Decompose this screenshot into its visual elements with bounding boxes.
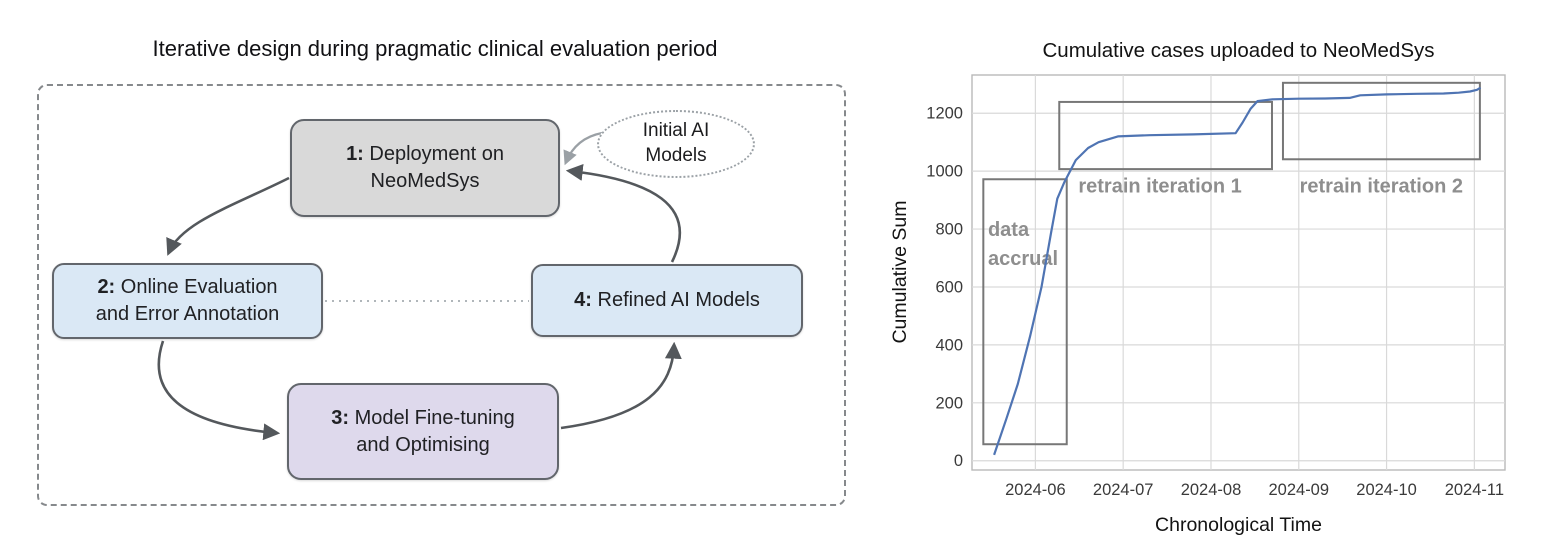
box2-line2: and Error Annotation <box>95 303 280 325</box>
arrow-step1-to-step2 <box>166 176 290 256</box>
box4-line1: Refined AI Models <box>591 289 760 311</box>
y-axis-label: Cumulative Sum <box>889 200 911 343</box>
retrain-iteration-2-box <box>1281 81 1481 161</box>
y-tick-label: 600 <box>935 278 963 296</box>
arrow-initial-models-to-step1 <box>563 131 603 166</box>
diagram-box-fine-tuning: 3: Model Fine-tuning and Optimising <box>287 383 559 480</box>
diagram-box-online-evaluation: 2: Online Evaluation and Error Annotatio… <box>52 263 323 339</box>
arrow-step4-to-step1 <box>565 164 682 263</box>
arrow-step2-to-step3 <box>157 340 281 441</box>
box2-number: 2: <box>97 276 116 298</box>
arrow-step3-to-step4 <box>560 341 682 430</box>
box1-line1: Deployment on <box>363 143 504 165</box>
chart-title: Cumulative cases uploaded to NeoMedSys <box>1043 39 1435 62</box>
x-tick-label: 2024-09 <box>1268 481 1329 499</box>
data-accrual-label-1: data <box>988 219 1030 241</box>
x-axis-label: Chronological Time <box>1155 514 1322 536</box>
box2-line1: Online Evaluation <box>115 276 278 298</box>
diagram-box-refined-models: 4: Refined AI Models <box>531 264 803 337</box>
bubble-line2: Models <box>645 145 707 166</box>
x-tick-label: 2024-08 <box>1181 481 1242 499</box>
bubble-line1: Initial AI <box>642 120 710 142</box>
data-accrual-label-2: accrual <box>988 248 1058 270</box>
diagram-box-deployment: 1: Deployment on NeoMedSys <box>290 119 560 217</box>
box3-line2: and Optimising <box>356 433 490 456</box>
box4-number: 4: <box>574 289 592 311</box>
box1-line2: NeoMedSys <box>370 170 480 192</box>
retrain-iteration-2-label: retrain iteration 2 <box>1300 176 1463 198</box>
cumulative-cases-chart: data accrual retrain iteration 1 retrain it… <box>889 39 1506 536</box>
y-tick-label: 200 <box>935 394 963 412</box>
retrain-iteration-1-label: retrain iteration 1 <box>1078 176 1241 198</box>
box3-number: 3: <box>331 406 350 429</box>
y-tick-label: 1200 <box>926 105 963 123</box>
diagram-arrows-layer <box>157 131 682 441</box>
x-tick-label: 2024-06 <box>1005 481 1066 499</box>
x-tick-label: 2024-11 <box>1445 481 1504 499</box>
initial-ai-models-bubble: Initial AI Models <box>597 110 755 178</box>
y-tick-label: 400 <box>935 336 963 354</box>
retrain-iteration-1-box <box>1058 100 1273 171</box>
box3-line1: Model Fine-tuning <box>349 406 515 429</box>
series-cumulative-cases <box>993 86 1482 456</box>
plot-area <box>971 74 1506 471</box>
y-tick-label: 800 <box>935 221 963 239</box>
x-tick-label: 2024-07 <box>1093 481 1154 499</box>
y-tick-label: 1000 <box>926 163 963 181</box>
diagram-title: Iterative design during pragmatic clinic… <box>152 36 718 61</box>
data-accrual-box <box>982 178 1068 446</box>
x-tick-label: 2024-10 <box>1356 481 1417 499</box>
box1-number: 1: <box>346 143 364 165</box>
y-tick-label: 0 <box>954 452 963 470</box>
diagram-dashed-frame <box>37 84 846 506</box>
